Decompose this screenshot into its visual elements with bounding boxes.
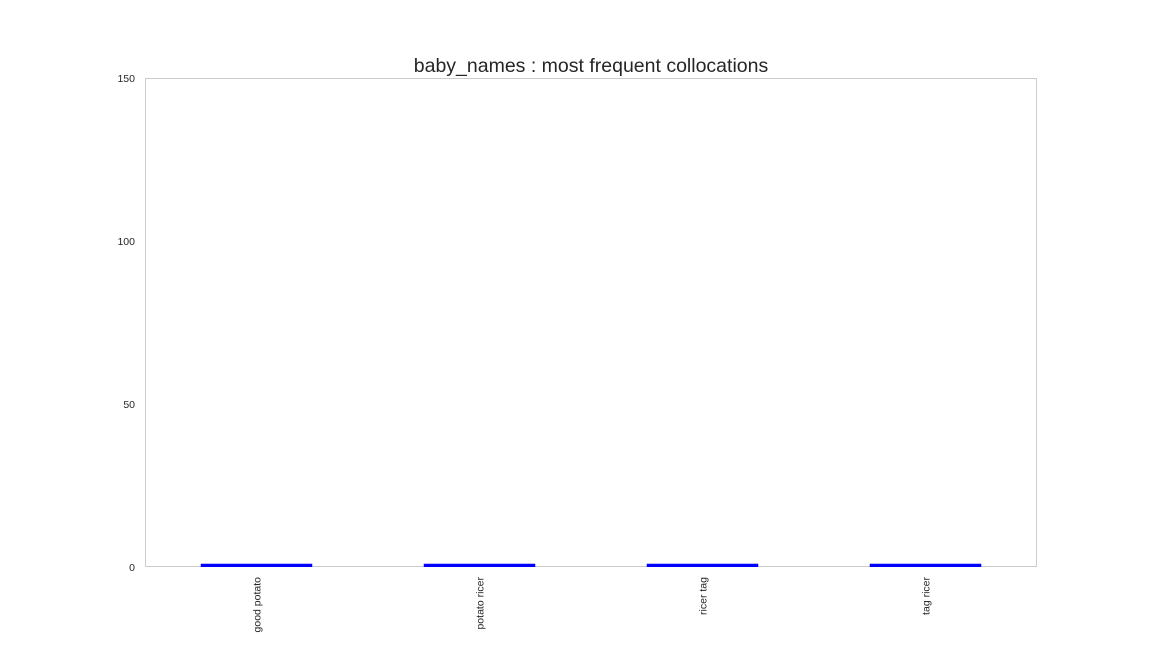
- y-tick-label: 100: [117, 236, 135, 248]
- y-tick-label: 150: [117, 73, 135, 85]
- x-tick-label: tag ricer: [921, 577, 933, 615]
- y-tick-label: 50: [123, 399, 135, 411]
- x-tick-label: ricer tag: [698, 577, 710, 615]
- y-axis-ticks: 0 50 100 150: [117, 73, 135, 574]
- x-axis-ticks: good potato potato ricer ricer tag tag rice…: [252, 577, 933, 633]
- bar-potato-ricer: [423, 563, 536, 567]
- y-tick-label: 0: [129, 562, 135, 574]
- chart-title: baby_names : most frequent collocations: [414, 55, 769, 77]
- bar-good-potato: [200, 563, 313, 567]
- plot-area-frame: [145, 78, 1037, 567]
- x-tick-label: potato ricer: [475, 577, 487, 630]
- x-tick-label: good potato: [252, 577, 264, 633]
- bars-group: [200, 563, 982, 567]
- bar-ricer-tag: [646, 563, 759, 567]
- bar-tag-ricer: [869, 563, 982, 567]
